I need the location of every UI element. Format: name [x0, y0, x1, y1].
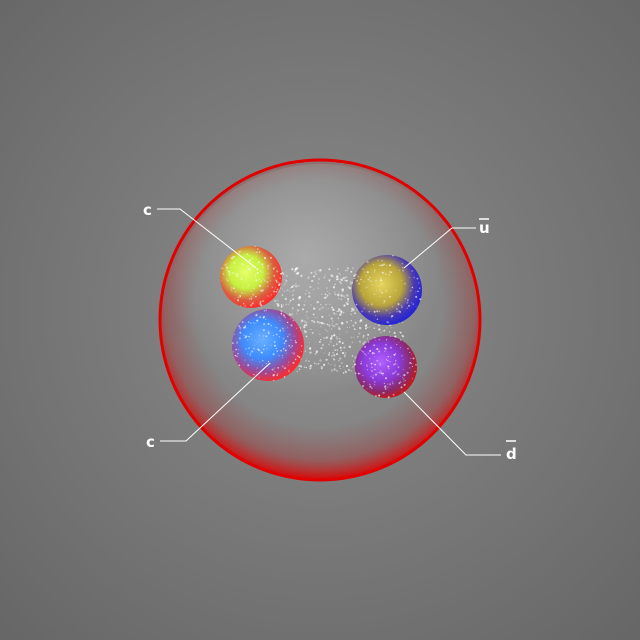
antiquark-bottom-right-speckle: [354, 335, 417, 399]
antiquark-bottom-right: [354, 335, 417, 399]
antiquark-top-right: [352, 255, 422, 325]
quark-bottom-left: [231, 309, 304, 381]
quark-bottom-left-speckle: [231, 309, 303, 381]
antiquark-top-right-speckle: [354, 255, 422, 324]
label-bottom-right: d: [506, 445, 517, 463]
leader-line-top-left: [157, 208, 257, 269]
label-top-left: c: [143, 201, 152, 219]
label-top-right: u: [479, 219, 490, 237]
leader-line-top-right: [403, 227, 476, 269]
hadron-shell: [158, 158, 482, 482]
quark-top-left: [220, 245, 283, 308]
quark-top-left-speckle: [221, 245, 283, 307]
leader-line-bottom-right: [403, 391, 501, 456]
leader-line-bottom-left: [160, 362, 271, 442]
label-bottom-left: c: [146, 433, 155, 451]
